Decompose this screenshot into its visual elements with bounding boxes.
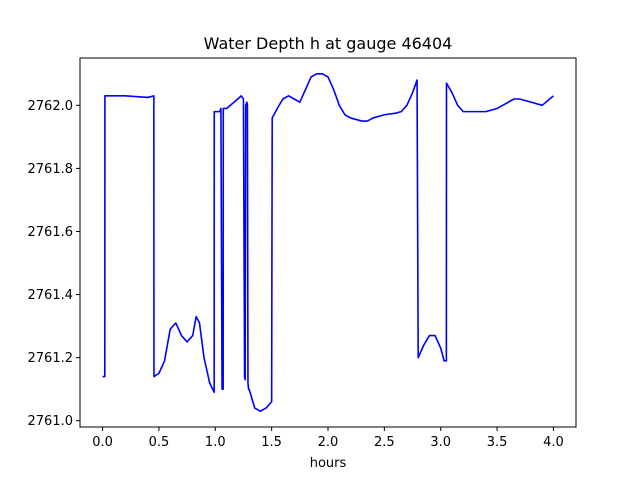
y-tick-label: 2761.6 [28, 225, 74, 240]
x-tick-label: 0.5 [149, 435, 170, 450]
x-tick-label: 3.0 [430, 435, 451, 450]
y-tick-label: 2761.4 [28, 288, 74, 303]
series-line-0 [102, 72, 554, 413]
chart-title: Water Depth h at gauge 46404 [204, 34, 453, 53]
y-tick-label: 2761.2 [28, 351, 74, 366]
y-tick-label: 2761.8 [28, 162, 74, 177]
y-tick-label: 2761.0 [28, 414, 74, 429]
x-axis: 0.0 0.5 1.0 1.5 2.0 2.5 3.0 3.5 4.0 [92, 427, 564, 450]
x-tick-label: 1.0 [205, 435, 226, 450]
x-tick-label: 1.5 [261, 435, 282, 450]
x-tick-label: 2.5 [374, 435, 395, 450]
y-axis: 2761.0 2761.2 2761.4 2761.6 2761.8 2762.0 [28, 99, 80, 429]
x-tick-label: 0.0 [92, 435, 113, 450]
series-layer [102, 72, 554, 413]
x-tick-label: 2.0 [318, 435, 339, 450]
y-tick-label: 2762.0 [28, 99, 74, 114]
x-tick-label: 4.0 [543, 435, 564, 450]
x-tick-label: 3.5 [487, 435, 508, 450]
x-axis-label: hours [310, 456, 347, 471]
